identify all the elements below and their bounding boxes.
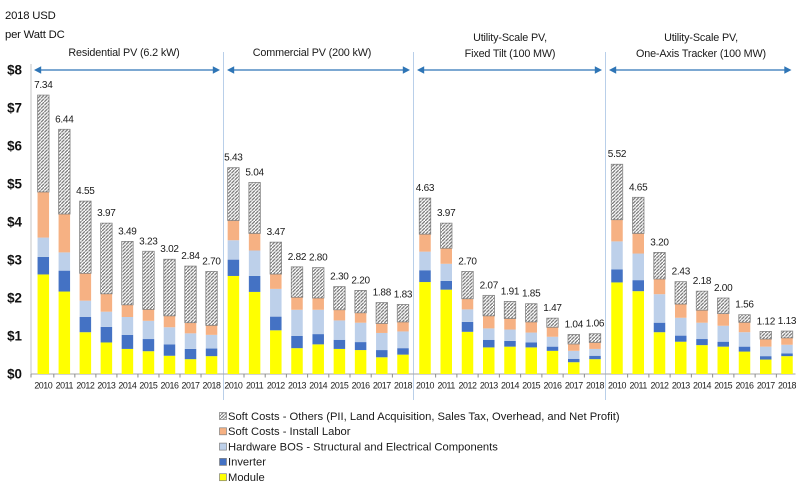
svg-text:Hardware BOS - Structural and: Hardware BOS - Structural and Electrical… — [228, 441, 498, 453]
svg-text:2010: 2010 — [224, 381, 242, 391]
svg-text:1.47: 1.47 — [543, 303, 562, 314]
svg-text:4.63: 4.63 — [416, 183, 435, 194]
svg-text:5.52: 5.52 — [608, 149, 627, 160]
svg-text:2017: 2017 — [757, 381, 775, 391]
svg-text:2016: 2016 — [736, 381, 754, 391]
svg-text:Commercial PV (200 kW): Commercial PV (200 kW) — [253, 47, 372, 59]
svg-text:5.43: 5.43 — [224, 153, 243, 164]
svg-text:2.84: 2.84 — [181, 251, 200, 262]
svg-text:2012: 2012 — [267, 381, 285, 391]
svg-text:Residential PV (6.2 kW): Residential PV (6.2 kW) — [68, 47, 179, 59]
svg-text:$7: $7 — [7, 101, 22, 116]
svg-text:2011: 2011 — [246, 381, 264, 391]
svg-text:1.06: 1.06 — [586, 319, 605, 330]
svg-text:$5: $5 — [7, 177, 22, 192]
svg-text:$8: $8 — [7, 63, 22, 78]
svg-text:1.85: 1.85 — [522, 289, 541, 300]
svg-text:$6: $6 — [7, 139, 22, 154]
svg-text:1.56: 1.56 — [735, 300, 754, 311]
svg-text:3.20: 3.20 — [650, 237, 669, 248]
svg-text:3.49: 3.49 — [118, 226, 137, 237]
svg-text:2.70: 2.70 — [202, 256, 221, 267]
svg-text:2.30: 2.30 — [330, 272, 349, 283]
svg-text:2018 USD: 2018 USD — [5, 10, 56, 22]
svg-text:2012: 2012 — [459, 381, 477, 391]
svg-text:2015: 2015 — [139, 381, 157, 391]
svg-text:2011: 2011 — [438, 381, 456, 391]
svg-text:2018: 2018 — [394, 381, 412, 391]
svg-text:2.82: 2.82 — [288, 252, 307, 263]
svg-text:1.91: 1.91 — [501, 286, 520, 297]
svg-text:2018: 2018 — [778, 381, 796, 391]
svg-text:2010: 2010 — [608, 381, 626, 391]
svg-text:per Watt DC: per Watt DC — [5, 29, 65, 41]
svg-text:2015: 2015 — [714, 381, 732, 391]
svg-text:2016: 2016 — [352, 381, 370, 391]
svg-text:One-Axis Tracker (100 MW): One-Axis Tracker (100 MW) — [636, 48, 766, 60]
svg-text:4.65: 4.65 — [629, 182, 648, 193]
svg-text:3.97: 3.97 — [437, 208, 456, 219]
svg-text:2016: 2016 — [161, 381, 179, 391]
svg-text:3.02: 3.02 — [160, 244, 179, 255]
svg-text:2.80: 2.80 — [309, 253, 328, 264]
svg-text:2.18: 2.18 — [693, 276, 712, 287]
svg-text:2014: 2014 — [501, 381, 519, 391]
svg-text:2014: 2014 — [309, 381, 327, 391]
svg-text:2013: 2013 — [288, 381, 306, 391]
svg-text:Soft Costs - Install Labor: Soft Costs - Install Labor — [228, 426, 351, 438]
svg-text:1.88: 1.88 — [373, 288, 392, 299]
svg-text:1.13: 1.13 — [778, 316, 797, 327]
svg-text:2013: 2013 — [672, 381, 690, 391]
svg-text:6.44: 6.44 — [55, 114, 74, 125]
svg-text:2.07: 2.07 — [480, 280, 499, 291]
svg-text:2011: 2011 — [56, 381, 74, 391]
svg-text:2015: 2015 — [330, 381, 348, 391]
svg-text:$1: $1 — [7, 329, 22, 344]
svg-text:1.04: 1.04 — [565, 320, 584, 331]
svg-text:2012: 2012 — [76, 381, 94, 391]
svg-text:2011: 2011 — [630, 381, 648, 391]
svg-text:4.55: 4.55 — [76, 186, 95, 197]
svg-text:2014: 2014 — [118, 381, 136, 391]
svg-text:3.23: 3.23 — [139, 236, 158, 247]
svg-text:2012: 2012 — [651, 381, 669, 391]
svg-text:1.83: 1.83 — [394, 290, 413, 301]
svg-text:2013: 2013 — [480, 381, 498, 391]
svg-text:Inverter: Inverter — [228, 457, 266, 469]
svg-text:2017: 2017 — [565, 381, 583, 391]
svg-text:Fixed Tilt (100 MW): Fixed Tilt (100 MW) — [465, 48, 556, 60]
svg-text:Module: Module — [228, 472, 265, 484]
svg-text:$0: $0 — [7, 367, 22, 382]
svg-text:Utility-Scale PV,: Utility-Scale PV, — [473, 32, 547, 44]
svg-text:$3: $3 — [7, 253, 22, 268]
svg-text:$4: $4 — [7, 215, 22, 230]
svg-text:2017: 2017 — [182, 381, 200, 391]
svg-text:3.97: 3.97 — [97, 208, 116, 219]
svg-text:Soft Costs - Others (PII, Land: Soft Costs - Others (PII, Land Acquisiti… — [228, 411, 620, 423]
svg-text:5.04: 5.04 — [245, 168, 264, 179]
svg-text:2.20: 2.20 — [351, 275, 370, 286]
svg-text:2018: 2018 — [586, 381, 604, 391]
svg-text:2.70: 2.70 — [458, 256, 477, 267]
svg-text:$2: $2 — [7, 291, 22, 306]
svg-text:2018: 2018 — [203, 381, 221, 391]
svg-text:2.00: 2.00 — [714, 283, 733, 294]
svg-text:2017: 2017 — [373, 381, 391, 391]
svg-text:2010: 2010 — [34, 381, 52, 391]
svg-text:2.43: 2.43 — [672, 267, 691, 278]
svg-text:1.12: 1.12 — [757, 316, 776, 327]
svg-text:Utility-Scale PV,: Utility-Scale PV, — [664, 32, 738, 44]
svg-text:3.47: 3.47 — [267, 227, 286, 238]
svg-text:2014: 2014 — [693, 381, 711, 391]
svg-text:2010: 2010 — [416, 381, 434, 391]
svg-text:2013: 2013 — [97, 381, 115, 391]
svg-text:2016: 2016 — [544, 381, 562, 391]
svg-text:7.34: 7.34 — [34, 80, 53, 91]
svg-text:2015: 2015 — [522, 381, 540, 391]
